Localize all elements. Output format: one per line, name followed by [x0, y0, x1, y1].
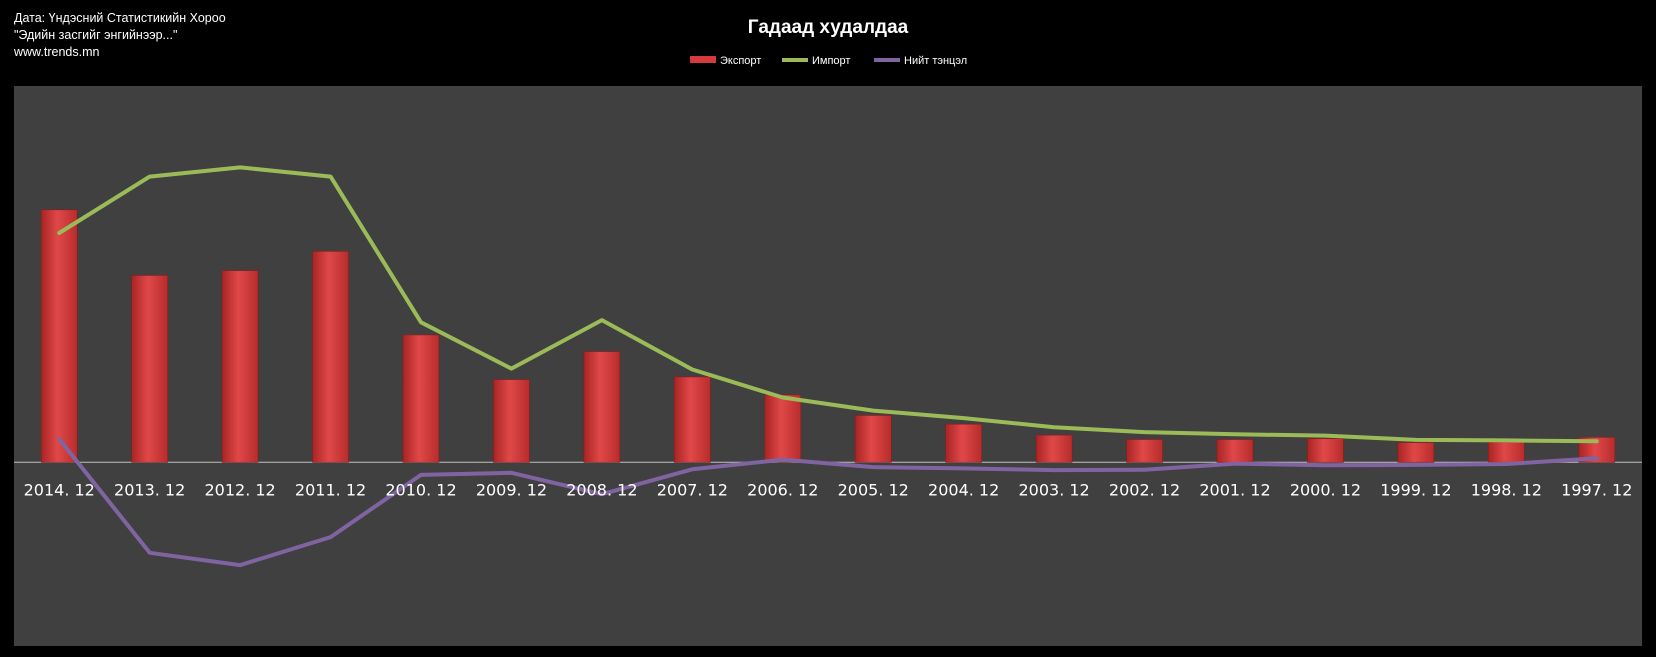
- source-line-data: Дата: Үндэсний Статистикийн Хороо: [14, 11, 226, 25]
- x-tick-label: 2008. 12: [566, 480, 637, 499]
- export-bar-6: [493, 379, 530, 463]
- export-bar-15: [1307, 438, 1344, 463]
- x-axis-labels: 2014. 12 2013. 12 2012. 12 2011. 12 2010. 12…: [24, 480, 1633, 499]
- export-bar-11: [945, 423, 982, 463]
- export-bar-14: [1216, 439, 1254, 463]
- balance-line: [57, 437, 1599, 568]
- line-series: [57, 165, 1599, 568]
- legend-label-3: Нийт тэнцэл: [904, 55, 967, 67]
- export-bar-5: [402, 334, 440, 463]
- export-bar-8: [674, 376, 711, 463]
- export-bar-16: [1397, 442, 1435, 463]
- x-tick-label: 2011. 12: [295, 480, 366, 499]
- x-tick-label: 1999. 12: [1380, 480, 1451, 499]
- import-line: [57, 165, 1599, 444]
- x-tick-label: 1998. 12: [1471, 480, 1542, 499]
- export-bar-1: [40, 209, 78, 463]
- x-tick-label: 2000. 12: [1290, 480, 1361, 499]
- export-bar-2: [131, 275, 168, 463]
- x-tick-label: 1997. 12: [1561, 480, 1632, 499]
- source-line-website: www.trends.mn: [14, 45, 100, 59]
- export-bar-4: [312, 251, 349, 463]
- x-tick-label: 2004. 12: [928, 480, 999, 499]
- x-tick-label: 2007. 12: [657, 480, 728, 499]
- legend-label-2: Импорт: [812, 55, 850, 67]
- legend: Экспорт Импорт Нийт тэнцэл: [690, 55, 967, 67]
- x-tick-label: 2001. 12: [1199, 480, 1270, 499]
- export-bar-3: [221, 270, 259, 463]
- chart-title: Гадаад худалдаа: [748, 17, 909, 38]
- x-tick-label: 2005. 12: [838, 480, 909, 499]
- x-tick-label: 2006. 12: [747, 480, 818, 499]
- x-tick-label: 2013. 12: [114, 480, 185, 499]
- x-tick-label: 2010. 12: [385, 480, 456, 499]
- export-bar-9: [764, 394, 802, 463]
- legend-label-1: Экспорт: [720, 55, 761, 67]
- source-line-slogan: "Эдийн засгийг энгийнээр...": [14, 28, 178, 42]
- x-tick-label: 2009. 12: [476, 480, 547, 499]
- export-bar-13: [1126, 439, 1163, 463]
- export-bar-17: [1488, 441, 1525, 463]
- x-tick-label: 2003. 12: [1018, 480, 1089, 499]
- x-tick-label: 2012. 12: [204, 480, 275, 499]
- export-bars: [40, 209, 1616, 463]
- source-note: Дата: Үндэсний Статистикийн Хороо "Эдийн…: [14, 10, 226, 61]
- x-tick-label: 2014. 12: [24, 480, 95, 499]
- export-bar-12: [1035, 434, 1073, 463]
- legend-marker-1: [690, 56, 716, 63]
- export-bar-10: [854, 415, 892, 463]
- export-bar-7: [583, 351, 621, 463]
- x-tick-label: 2002. 12: [1109, 480, 1180, 499]
